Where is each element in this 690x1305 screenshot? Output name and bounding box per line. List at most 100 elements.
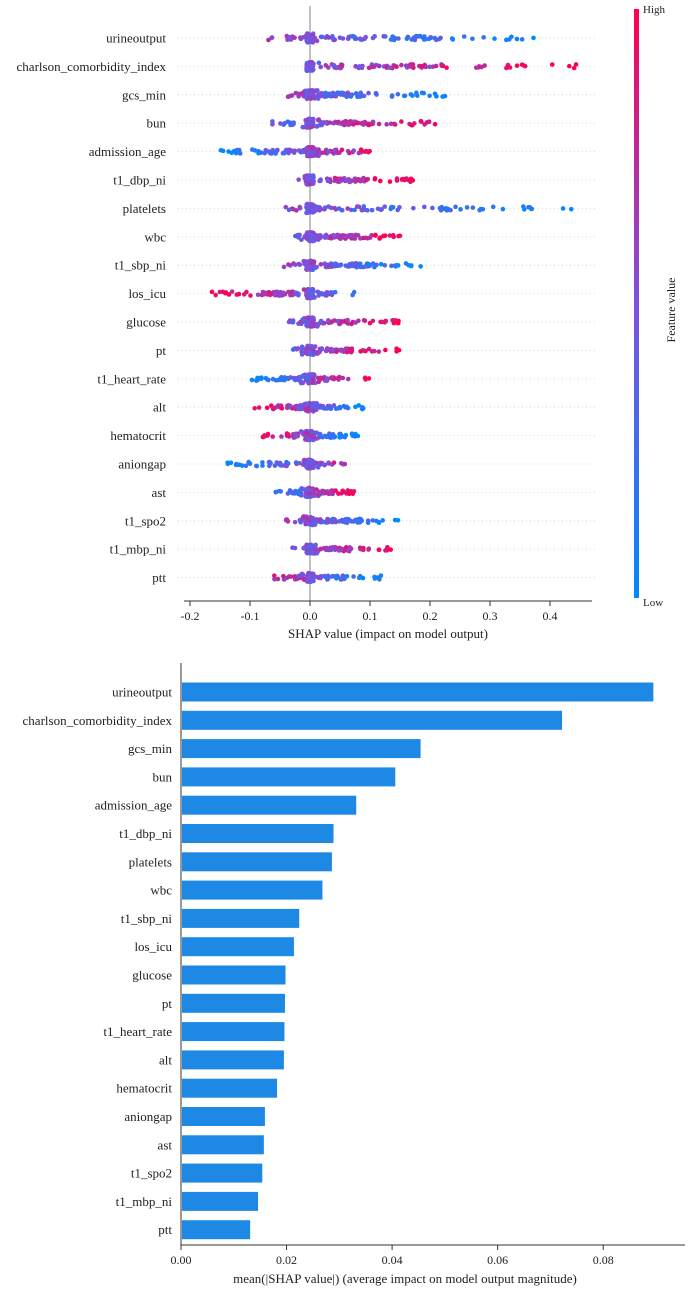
shap-point [316, 117, 322, 122]
shap-point [384, 122, 389, 127]
shap-point [337, 35, 343, 41]
shap-point [389, 263, 394, 269]
shap-point [383, 319, 388, 324]
shap-point [382, 233, 388, 238]
shap-point [433, 37, 439, 43]
shap-point [372, 34, 377, 39]
shap-point [411, 35, 417, 41]
feature-label: admission_age [95, 798, 172, 813]
shap-point [404, 65, 410, 70]
shap-point [336, 548, 342, 553]
shap-point [260, 463, 265, 468]
shap-point [334, 349, 339, 355]
feature-label: t1_spo2 [125, 513, 166, 528]
shap-point [464, 205, 470, 210]
shap-point [380, 518, 386, 523]
shap-point [479, 64, 484, 70]
shap-point [383, 347, 388, 353]
shap-point [300, 514, 306, 520]
shap-point [356, 403, 362, 408]
shap-point [458, 207, 463, 212]
shap-point [303, 179, 309, 185]
shap-point [311, 61, 316, 66]
x-tick-label: 0.08 [593, 1253, 614, 1267]
shap-point [314, 436, 319, 441]
shap-point [322, 234, 328, 239]
feature-label: admission_age [89, 144, 166, 159]
shap-point [323, 63, 329, 68]
shap-point [345, 90, 351, 96]
shap-point [336, 491, 341, 496]
shap-point [342, 519, 348, 525]
shap-point [272, 463, 278, 468]
shap-point [300, 572, 306, 578]
shap-point [331, 460, 337, 465]
shap-point [288, 403, 294, 409]
shap-point [313, 542, 318, 548]
shap-point [307, 91, 313, 96]
shap-point [226, 149, 231, 154]
shap-point [351, 574, 356, 579]
shap-point [549, 62, 555, 67]
shap-point [382, 262, 388, 268]
shap-point [373, 91, 379, 96]
shap-point [307, 67, 312, 72]
shap-point [310, 232, 315, 238]
shap-point [568, 206, 574, 212]
feature-label: bun [153, 769, 173, 784]
bar [182, 1050, 284, 1070]
shap-point [338, 433, 344, 438]
shap-point [307, 116, 313, 122]
shap-point [395, 91, 401, 97]
shap-point [274, 289, 280, 295]
shap-point [296, 291, 301, 297]
shap-point [314, 153, 319, 158]
shap-point [313, 400, 319, 406]
shap-point [346, 121, 351, 126]
shap-point [372, 348, 377, 354]
shap-point [392, 263, 398, 268]
shap-point [304, 287, 310, 292]
feature-label: t1_sbp_ni [121, 911, 173, 926]
feature-label: urineoutput [106, 31, 166, 46]
shap-point [378, 319, 383, 325]
shap-point [355, 120, 361, 126]
shap-point [408, 263, 414, 268]
shap-point [275, 377, 281, 383]
shap-point [396, 233, 401, 239]
bar [182, 710, 563, 730]
shap-point [283, 462, 289, 468]
shap-point [310, 238, 316, 244]
shap-point [369, 207, 375, 213]
shap-point [292, 545, 298, 551]
shap-point [286, 574, 292, 579]
shap-point [325, 290, 330, 295]
shap-point [315, 289, 321, 295]
shap-point [305, 575, 311, 580]
shap-point [307, 490, 313, 496]
shap-point [292, 519, 298, 525]
shap-point [326, 547, 331, 553]
shap-point [309, 207, 315, 213]
shap-point [310, 146, 316, 151]
shap-point [361, 547, 366, 553]
shap-point [261, 433, 267, 438]
x-tick-label: -0.2 [181, 609, 200, 623]
shap-point [316, 60, 322, 66]
shap-point [355, 520, 361, 525]
shap-point [332, 234, 337, 239]
shap-point [318, 262, 324, 267]
shap-point [305, 315, 311, 320]
shap-point [309, 517, 315, 523]
shap-point [385, 544, 390, 550]
shap-point [309, 261, 314, 266]
shap-point [328, 435, 333, 440]
shap-point [248, 293, 253, 298]
shap-point [376, 121, 382, 127]
bar [182, 1107, 265, 1126]
shap-point [345, 376, 351, 382]
shap-point [233, 462, 239, 468]
shap-point [278, 121, 283, 126]
shap-point [461, 34, 467, 39]
shap-point [376, 349, 382, 354]
